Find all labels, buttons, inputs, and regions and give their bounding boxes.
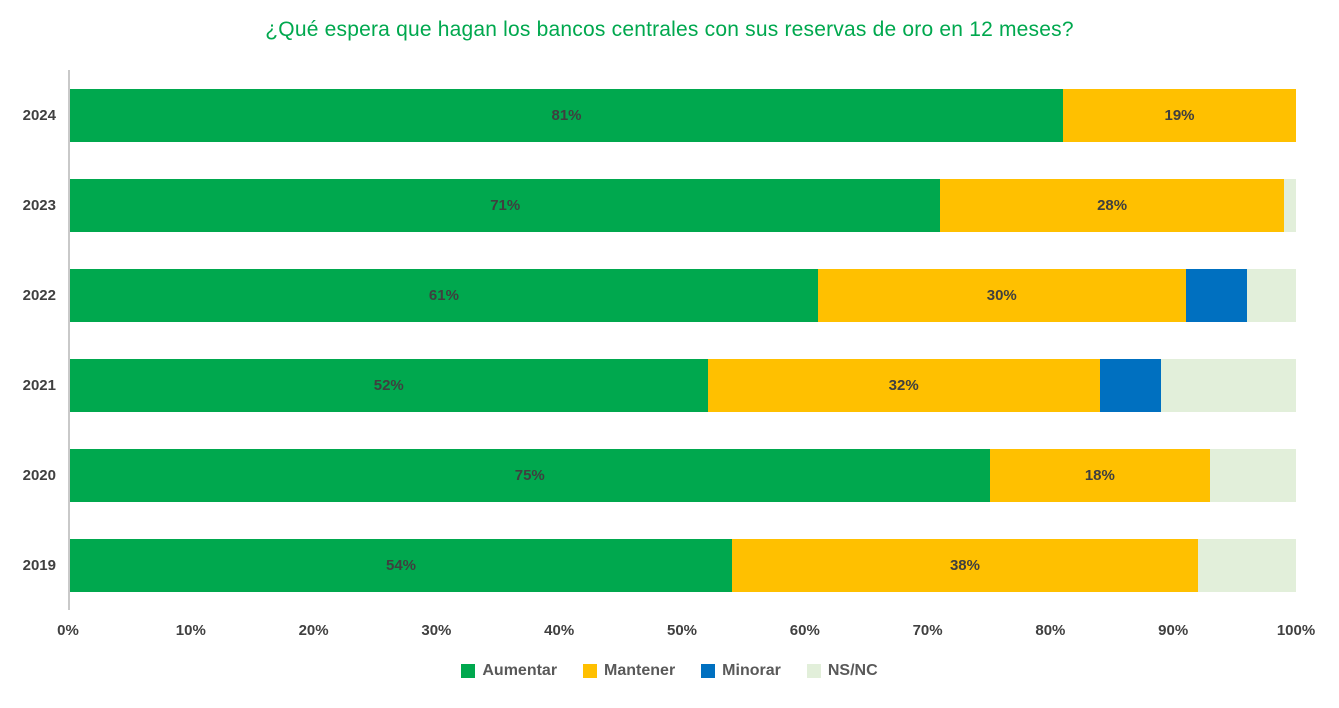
- bar-segment-minorar: [1185, 268, 1247, 322]
- data-label: 52%: [373, 376, 404, 394]
- bar-segment-mantener: 30%: [817, 268, 1186, 322]
- legend-label: Minorar: [722, 662, 781, 679]
- bar-segment-minorar: [1099, 358, 1162, 412]
- x-tick-label: 30%: [421, 622, 452, 639]
- bar-segment-ns-nc: [1246, 268, 1296, 322]
- bar-segment-aumentar: 71%: [70, 178, 941, 232]
- data-label: 18%: [1084, 466, 1115, 484]
- data-label: 81%: [551, 106, 582, 124]
- bar-segment-mantener: 38%: [732, 538, 1198, 592]
- x-tick-label: 70%: [912, 622, 943, 639]
- legend-swatch-minorar: [701, 664, 716, 678]
- legend-item-ns-nc: NS/NC: [806, 662, 878, 680]
- category-label: 2024: [22, 106, 56, 124]
- category-label: 2020: [22, 466, 56, 484]
- x-tick-label: 40%: [544, 622, 575, 639]
- chart-title: ¿Qué espera que hagan los bancos central…: [265, 18, 1074, 41]
- data-label: 28%: [1097, 196, 1128, 214]
- x-tick-label: 10%: [175, 622, 206, 639]
- x-tick-label: 90%: [1158, 622, 1189, 639]
- plot-rows: 2024 81% 19% 2023 71% 28% 2022 61% 30% 2021 52% 32%…: [23, 70, 1296, 610]
- data-label: 71%: [490, 196, 521, 214]
- bar-segment-ns-nc: [1210, 448, 1296, 502]
- legend-label: Mantener: [604, 662, 676, 679]
- x-tick-label: 0%: [57, 622, 79, 639]
- bar-segment-aumentar: 54%: [70, 538, 733, 592]
- stacked-bar: 54% 38%: [70, 538, 1296, 592]
- bar-segment-aumentar: 75%: [70, 448, 990, 502]
- x-axis: 0% 10% 20% 30% 40% 50% 60% 70% 80% 90% 100%: [57, 610, 1315, 644]
- bar-segment-ns-nc: [1161, 358, 1296, 412]
- chart-row-2024: 2024 81% 19%: [23, 70, 1296, 160]
- chart-row-2021: 2021 52% 32%: [23, 340, 1296, 430]
- data-label: 19%: [1164, 106, 1195, 124]
- chart-row-2022: 2022 61% 30%: [23, 250, 1296, 340]
- stacked-bar: 61% 30%: [70, 268, 1296, 322]
- bar-segment-aumentar: 61%: [70, 268, 818, 322]
- x-tick-label: 60%: [789, 622, 820, 639]
- data-label: 38%: [949, 556, 980, 574]
- category-label: 2021: [22, 376, 56, 394]
- stacked-bar: 81% 19%: [70, 88, 1296, 142]
- bar-segment-aumentar: 81%: [70, 88, 1064, 142]
- data-label: 32%: [888, 376, 919, 394]
- data-label: 54%: [386, 556, 417, 574]
- legend-label: NS/NC: [827, 662, 878, 679]
- legend-swatch-mantener: [583, 664, 598, 678]
- category-label: 2022: [22, 286, 56, 304]
- legend: Aumentar Mantener Minorar NS/NC: [0, 662, 1339, 680]
- bar-segment-mantener: 28%: [940, 178, 1284, 232]
- legend-label: Aumentar: [482, 662, 558, 679]
- chart-row-2023: 2023 71% 28%: [23, 160, 1296, 250]
- legend-swatch-ns-nc: [806, 664, 821, 678]
- bar-segment-mantener: 32%: [707, 358, 1100, 412]
- data-label: 61%: [428, 286, 459, 304]
- legend-item-minorar: Minorar: [701, 662, 781, 680]
- legend-item-mantener: Mantener: [583, 662, 675, 680]
- stacked-bar: 52% 32%: [70, 358, 1296, 412]
- x-tick-label: 50%: [666, 622, 698, 639]
- plot-area: 2024 81% 19% 2023 71% 28% 2022 61% 30% 2021 52% 32%…: [23, 70, 1315, 644]
- legend-swatch-aumentar: [461, 664, 476, 678]
- x-tick-label: 20%: [298, 622, 329, 639]
- category-label: 2023: [22, 196, 56, 214]
- bar-segment-mantener: 18%: [989, 448, 1211, 502]
- chart-row-2019: 2019 54% 38%: [23, 520, 1296, 610]
- data-label: 75%: [514, 466, 545, 484]
- x-tick-label: 100%: [1276, 622, 1316, 639]
- chart-row-2020: 2020 75% 18%: [23, 430, 1296, 520]
- x-tick-label: 80%: [1035, 622, 1066, 639]
- stacked-bar: 71% 28%: [70, 178, 1296, 232]
- bar-segment-aumentar: 52%: [70, 358, 708, 412]
- category-label: 2019: [22, 556, 56, 574]
- bar-segment-mantener: 19%: [1063, 88, 1296, 142]
- legend-item-aumentar: Aumentar: [461, 662, 557, 680]
- bar-segment-ns-nc: [1197, 538, 1296, 592]
- data-label: 30%: [986, 286, 1017, 304]
- bar-segment-ns-nc: [1283, 178, 1296, 232]
- stacked-bar: 75% 18%: [70, 448, 1296, 502]
